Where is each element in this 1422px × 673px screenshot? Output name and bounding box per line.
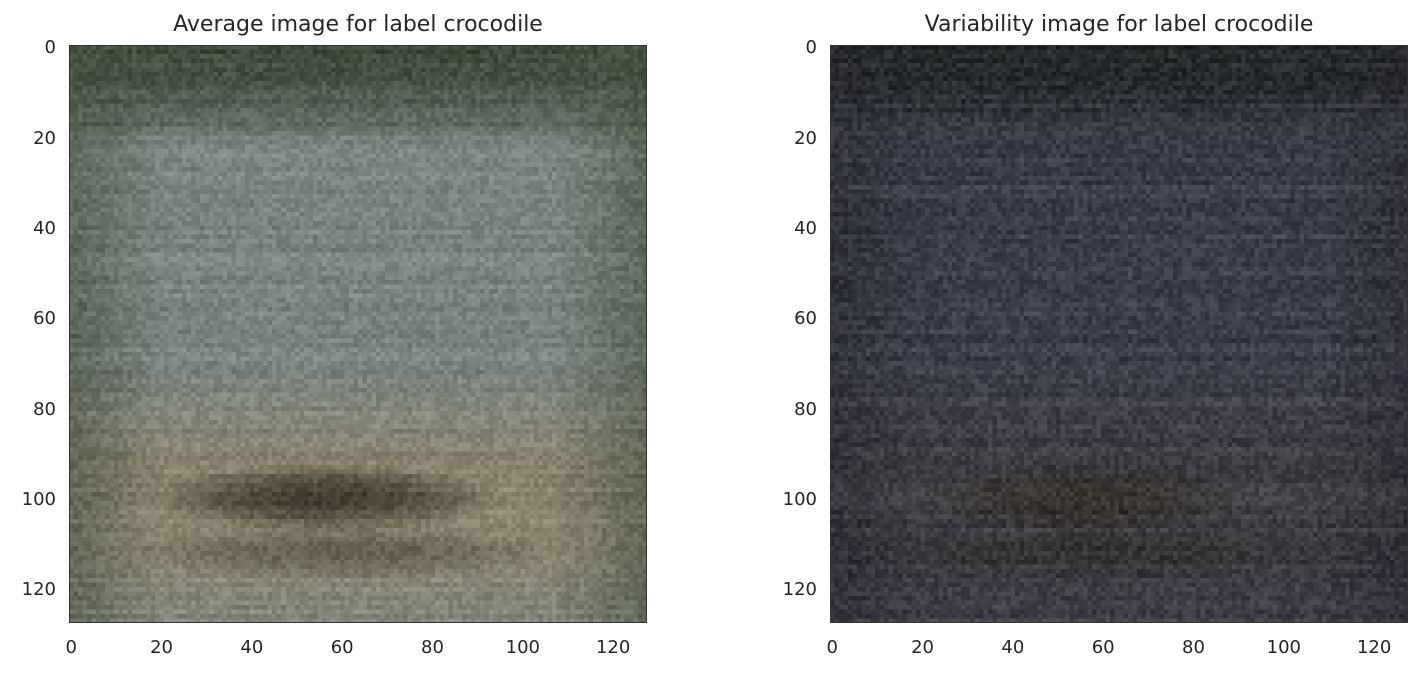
x-tick-label: 20 bbox=[150, 637, 174, 658]
x-tick-label: 0 bbox=[826, 637, 838, 658]
y-tick-label: 20 bbox=[33, 127, 56, 149]
x-tick-label: 100 bbox=[1266, 637, 1301, 658]
y-tick-label: 40 bbox=[33, 217, 56, 239]
chart-title: Average image for label crocodile bbox=[173, 12, 543, 37]
y-tick-label: 0 bbox=[805, 37, 817, 59]
x-tick-label: 120 bbox=[1356, 637, 1392, 658]
y-tick-label: 100 bbox=[782, 488, 817, 510]
x-tick-label: 0 bbox=[65, 637, 77, 658]
x-tick-label: 20 bbox=[911, 637, 935, 658]
y-tick-label: 80 bbox=[33, 398, 56, 420]
x-tick-label: 80 bbox=[421, 637, 444, 658]
axes-frame bbox=[69, 45, 647, 623]
image-axes bbox=[830, 45, 1408, 623]
axes-frame bbox=[830, 45, 1408, 623]
variability-image-panel: Variability image for label crocodile 0 2… bbox=[711, 0, 1422, 673]
x-tick-label: 100 bbox=[505, 637, 540, 658]
x-tick-label: 40 bbox=[1001, 637, 1025, 658]
y-tick-label: 60 bbox=[794, 308, 817, 330]
average-image-panel: Average image for label crocodile 0 20 40 6… bbox=[21, 12, 647, 658]
y-tick-label: 60 bbox=[33, 308, 56, 330]
x-tick-label: 120 bbox=[595, 637, 631, 658]
chart-title: Variability image for label crocodile bbox=[924, 12, 1314, 37]
y-tick-label: 40 bbox=[794, 217, 817, 239]
y-tick-label: 80 bbox=[794, 398, 817, 420]
x-tick-label: 60 bbox=[1091, 637, 1115, 658]
y-tick-label: 120 bbox=[21, 579, 56, 601]
y-tick-label: 120 bbox=[782, 579, 817, 601]
average-image-heatmap bbox=[69, 45, 647, 623]
variability-image-heatmap bbox=[830, 45, 1408, 623]
x-tick-label: 60 bbox=[330, 637, 354, 658]
x-tick-label: 80 bbox=[1182, 637, 1205, 658]
x-tick-label: 40 bbox=[240, 637, 264, 658]
y-tick-label: 0 bbox=[44, 37, 56, 59]
y-tick-label: 100 bbox=[21, 488, 56, 510]
image-axes bbox=[69, 45, 647, 623]
y-tick-label: 20 bbox=[794, 127, 817, 149]
